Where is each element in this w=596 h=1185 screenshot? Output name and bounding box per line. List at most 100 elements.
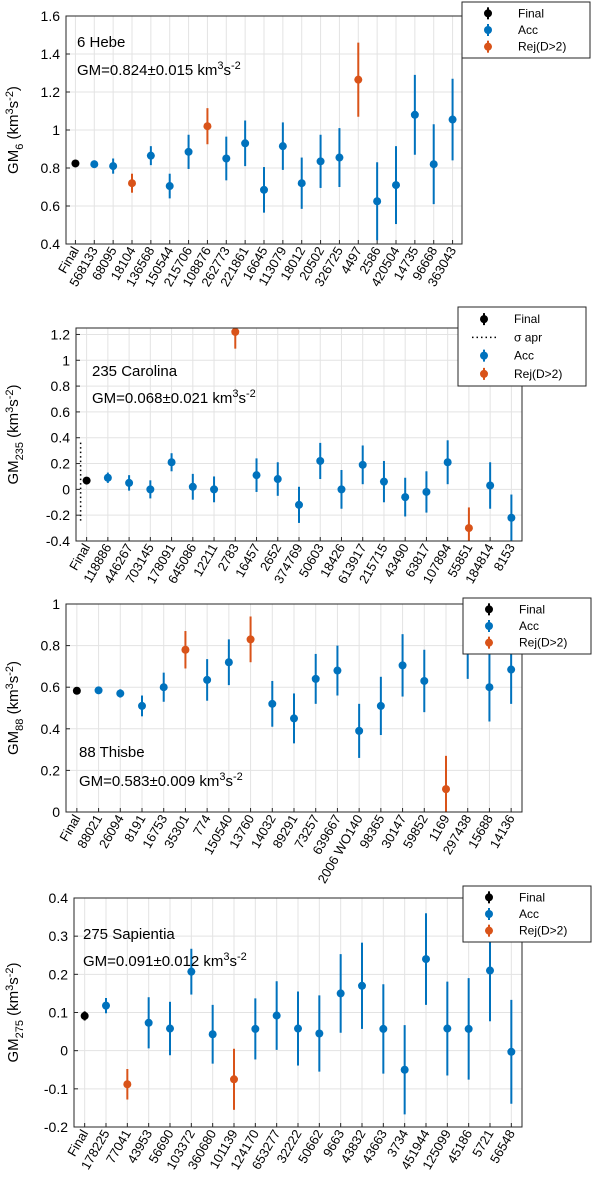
data-point — [429, 160, 438, 169]
data-point — [165, 182, 174, 191]
data-point — [224, 658, 233, 667]
y-tick-label: 1 — [62, 352, 70, 368]
legend-box — [461, 1, 591, 59]
y-tick-label: 0.4 — [41, 721, 61, 737]
data-point — [90, 160, 99, 169]
y-tick-label: 1.2 — [41, 84, 61, 100]
data-point — [392, 181, 400, 190]
axes-box — [65, 603, 523, 813]
legend-label: Rej(D>2) — [514, 367, 562, 381]
data-point — [358, 460, 367, 469]
legend-marker — [485, 926, 493, 935]
annotation-name: 235 Carolina — [92, 363, 178, 380]
data-point — [507, 665, 516, 674]
y-tick-label: 1.4 — [41, 46, 61, 62]
data-point — [71, 159, 80, 168]
data-point — [268, 699, 277, 708]
axes-box — [73, 897, 523, 1128]
y-tick-label: 0.8 — [51, 378, 71, 394]
x-tick-label: 8153 — [491, 541, 518, 574]
data-point — [401, 493, 410, 502]
data-point — [373, 197, 382, 206]
legend-marker — [480, 315, 488, 324]
y-tick-label: 0.3 — [49, 928, 69, 944]
y-tick-label: 0 — [60, 1043, 68, 1059]
data-point — [167, 458, 176, 467]
legend-marker — [485, 605, 493, 614]
legend-label: σ apr — [514, 330, 542, 344]
legend-label: Rej(D>2) — [519, 924, 567, 938]
data-point — [295, 500, 303, 509]
axes-box — [75, 327, 523, 542]
y-tick-label: 0 — [62, 481, 70, 497]
data-point — [109, 162, 118, 171]
annotation-gm: GM=0.091±0.012 km3s-2 — [83, 951, 247, 970]
data-point — [128, 179, 136, 188]
chart-panel-2: -0.4-0.200.20.40.60.811.2Final1188864462… — [4, 306, 587, 586]
data-point — [210, 485, 219, 494]
legend-label: Acc — [518, 23, 538, 37]
annotation-name: 88 Thisbe — [79, 744, 145, 761]
data-point — [311, 674, 320, 683]
data-point — [203, 122, 212, 131]
legend-marker — [484, 42, 492, 51]
data-point — [376, 701, 385, 710]
legend-box — [462, 885, 592, 943]
data-point — [486, 966, 494, 975]
data-point — [159, 683, 168, 692]
chart-panel-4: -0.2-0.100.10.20.30.4Final17822577041439… — [4, 885, 592, 1172]
data-point — [103, 473, 112, 482]
y-tick-label: 1 — [52, 122, 60, 138]
data-point — [246, 635, 255, 644]
axes-box — [65, 15, 463, 245]
y-tick-label: 1.6 — [41, 8, 61, 24]
y-tick-label: 0.4 — [51, 430, 71, 446]
y-tick-label: 0.8 — [41, 160, 61, 176]
y-tick-label: 1.2 — [51, 326, 71, 342]
legend-label: Acc — [519, 619, 539, 633]
y-tick-label: 0 — [52, 804, 60, 820]
data-point — [94, 686, 103, 695]
legend-marker — [485, 910, 493, 918]
legend-marker — [480, 351, 488, 360]
data-point — [410, 110, 419, 119]
data-point — [337, 485, 346, 494]
data-point — [358, 981, 366, 990]
y-tick-label: 1 — [52, 596, 60, 612]
y-axis-label: GM88 (km3s-2) — [4, 661, 26, 755]
data-point — [442, 785, 450, 794]
y-tick-label: -0.2 — [44, 1119, 68, 1135]
legend-box — [457, 306, 587, 387]
y-tick-label: 0.1 — [49, 1005, 69, 1021]
data-marks — [80, 913, 516, 1115]
data-point — [448, 115, 457, 124]
data-point — [252, 471, 261, 480]
data-point — [422, 955, 430, 964]
y-tick-label: 0.6 — [51, 404, 71, 420]
y-tick-label: -0.1 — [44, 1081, 68, 1097]
data-point — [507, 1047, 516, 1056]
data-point — [125, 478, 134, 487]
y-tick-label: 0.2 — [51, 456, 71, 472]
legend-marker — [484, 9, 492, 18]
data-point — [184, 147, 193, 156]
legend-label: Final — [518, 6, 544, 20]
annotation-gm: GM=0.068±0.021 km3s-2 — [92, 388, 256, 407]
data-point — [278, 142, 287, 151]
legend-label: Final — [514, 312, 540, 326]
data-point — [315, 1029, 324, 1038]
legend-label: Rej(D>2) — [518, 40, 566, 54]
data-point — [273, 475, 282, 484]
annotation-name: 6 Hebe — [77, 34, 125, 51]
data-point — [336, 989, 345, 998]
legend: Final σ apr Acc Rej(D>2) — [457, 306, 587, 387]
annotation-gm: GM=0.824±0.015 km3s-2 — [77, 60, 241, 79]
legend-marker — [485, 638, 493, 647]
data-point — [379, 1024, 388, 1033]
y-axis-label: GM6 (km3s-2) — [4, 86, 26, 174]
data-point — [443, 1024, 452, 1033]
data-marks — [71, 42, 457, 241]
y-tick-label: 0.6 — [41, 198, 61, 214]
data-point — [294, 1024, 302, 1033]
